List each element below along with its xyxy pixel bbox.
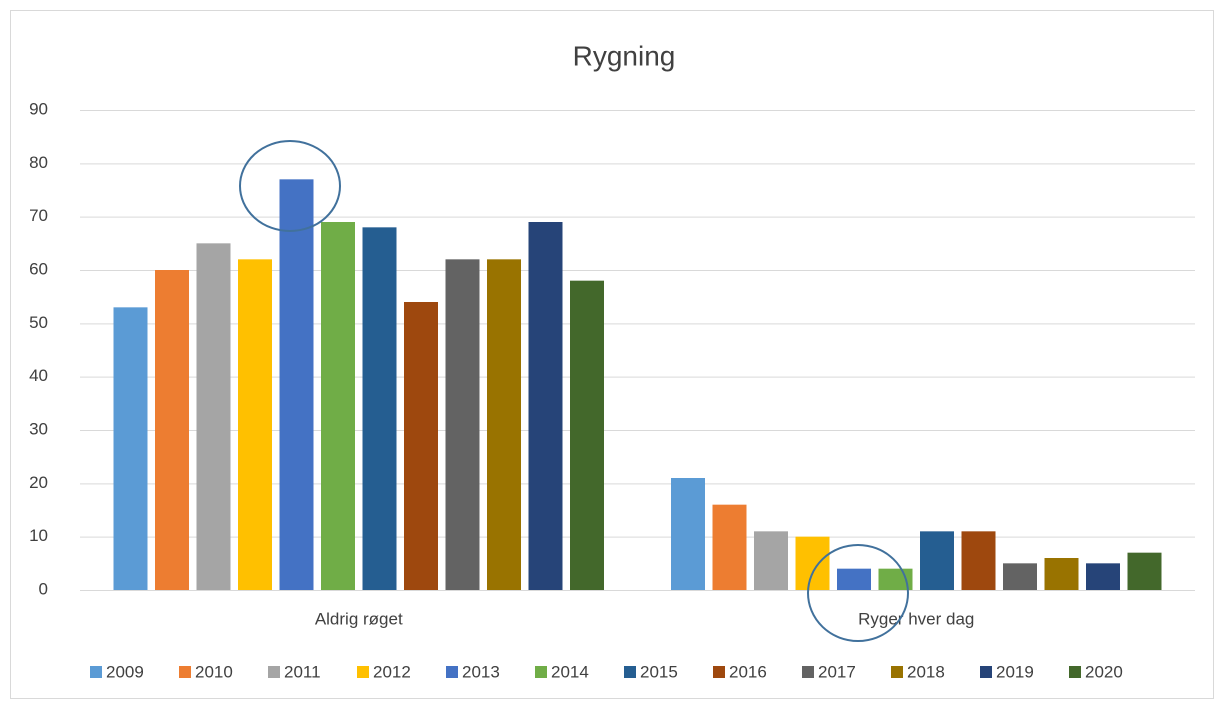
highlight-circle xyxy=(239,140,341,232)
legend-label: 2010 xyxy=(195,662,233,681)
legend-swatch xyxy=(90,666,102,678)
bar xyxy=(113,307,148,590)
plot-area: 0 10 20 30 40 50 60 70 80 90 Aldrig røget Ryger hve… xyxy=(29,99,1195,681)
y-tick-label: 10 xyxy=(29,526,48,545)
legend-swatch xyxy=(357,666,369,678)
x-tick-label: Aldrig røget xyxy=(315,609,403,628)
y-tick-label: 50 xyxy=(29,313,48,332)
y-tick-label: 0 xyxy=(39,579,48,598)
y-tick-label: 30 xyxy=(29,419,48,438)
y-tick-label: 70 xyxy=(29,206,48,225)
legend-label: 2020 xyxy=(1085,662,1123,681)
bar xyxy=(570,280,604,590)
legend-swatch xyxy=(713,666,725,678)
legend-swatch xyxy=(802,666,814,678)
legend-swatch xyxy=(891,666,903,678)
legend-swatch xyxy=(179,666,191,678)
legend-label: 2015 xyxy=(640,662,678,681)
legend-label: 2018 xyxy=(907,662,945,681)
legend-label: 2019 xyxy=(996,662,1034,681)
legend-label: 2011 xyxy=(284,662,321,681)
legend-label: 2012 xyxy=(373,662,411,681)
bar xyxy=(671,478,705,590)
bar xyxy=(321,222,355,590)
legend-swatch xyxy=(446,666,458,678)
y-tick-label: 20 xyxy=(29,473,48,492)
bar xyxy=(712,504,747,590)
legend-label: 2009 xyxy=(106,662,144,681)
bar xyxy=(1086,563,1120,590)
y-tick-label: 90 xyxy=(29,99,48,118)
bar xyxy=(1003,563,1037,590)
bar xyxy=(238,259,272,590)
legend-swatch xyxy=(1069,666,1081,678)
y-tick-label: 60 xyxy=(29,259,48,278)
chart-border xyxy=(10,10,1214,699)
bar xyxy=(754,531,788,590)
bar xyxy=(528,222,563,590)
bar xyxy=(362,227,397,591)
bar xyxy=(404,302,438,590)
bar xyxy=(837,568,871,590)
legend-label: 2016 xyxy=(729,662,767,681)
bar xyxy=(155,270,189,590)
bar xyxy=(487,259,521,590)
chart-title: Rygning xyxy=(573,40,676,71)
legend-label: 2013 xyxy=(462,662,500,681)
y-tick-label: 80 xyxy=(29,153,48,172)
bar xyxy=(445,259,480,590)
bar xyxy=(920,531,954,590)
legend-swatch xyxy=(535,666,547,678)
bar xyxy=(1127,552,1162,590)
bar xyxy=(196,243,231,591)
legend-swatch xyxy=(268,666,280,678)
legend-label: 2014 xyxy=(551,662,589,681)
legend-swatch xyxy=(980,666,992,678)
x-tick-label: Ryger hver dag xyxy=(858,609,974,628)
bar xyxy=(961,531,996,590)
legend-label: 2017 xyxy=(818,662,856,681)
y-tick-label: 40 xyxy=(29,366,48,385)
bar xyxy=(795,536,830,590)
bar xyxy=(279,179,314,591)
legend-swatch xyxy=(624,666,636,678)
bar xyxy=(1044,558,1079,590)
highlight-circle xyxy=(807,544,909,642)
